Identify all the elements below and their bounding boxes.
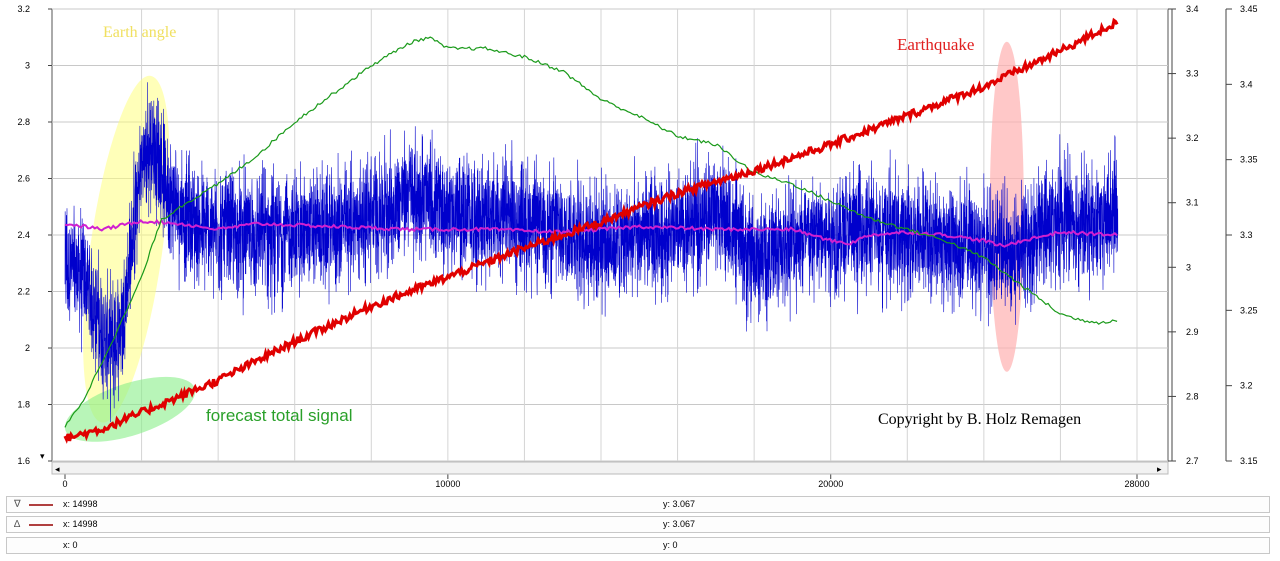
y-right1-tick-label: 3.2: [1186, 133, 1199, 143]
y-right1-tick-label: 2.9: [1186, 327, 1199, 337]
y-right1-tick-label: 2.8: [1186, 391, 1199, 401]
forecast-highlight: [64, 376, 196, 442]
y-right1-tick-label: 3.1: [1186, 198, 1199, 208]
y-right2-tick-label: 3.4: [1240, 79, 1253, 89]
cursor-line-swatch: [29, 524, 53, 526]
cursor-x-value: x: 14998: [63, 499, 98, 509]
annotation-earthquake: Earthquake: [897, 35, 974, 54]
scroll-down-arrow[interactable]: ▾: [40, 451, 45, 461]
series-line-blue-signal: [64, 82, 1119, 423]
right-axis-primary: 2.7 2.8 2.9 3 3.1 3.2 3.3 3.4: [1168, 4, 1199, 466]
left-axis: 1.6 1.8 2 2.2 2.4 2.6 2.8 3 3.2: [17, 4, 30, 466]
x-tick-label: 10000: [435, 479, 460, 489]
y-right2-tick-label: 3.25: [1240, 305, 1258, 315]
y-left-tick-label: 1.8: [17, 400, 30, 410]
y-right2-tick-label: 3.3: [1240, 230, 1253, 240]
cursor-row[interactable]: ∇ x: 14998 y: 3.067: [6, 496, 1270, 513]
cursor-line-swatch: [29, 504, 53, 506]
y-right1-tick-label: 3: [1186, 262, 1191, 272]
y-right1-tick-label: 3.4: [1186, 4, 1199, 14]
cursor-y-value: y: 3.067: [663, 519, 696, 529]
y-right2-tick-label: 3.45: [1240, 4, 1258, 14]
annotation-copyright: Copyright by B. Holz Remagen: [878, 411, 1081, 428]
cursor-marker-icon: ∇: [14, 499, 21, 510]
right-axis-secondary: 3.15 3.2 3.25 3.3 3.35 3.4 3.45: [1226, 4, 1258, 466]
y-left-tick-label: 2.6: [17, 174, 30, 184]
y-left-tick-label: 3: [25, 61, 30, 71]
y-right1-tick-label: 2.7: [1186, 456, 1199, 466]
y-left-tick-label: 1.6: [17, 456, 30, 466]
y-right2-tick-label: 3.15: [1240, 456, 1258, 466]
y-right2-tick-label: 3.35: [1240, 155, 1258, 165]
cursor-y-value: y: 3.067: [663, 499, 696, 509]
x-tick-label: 0: [62, 479, 67, 489]
series-line-magenta: [64, 218, 1118, 248]
y-right1-tick-label: 3.3: [1186, 69, 1199, 79]
scroll-right-arrow[interactable]: ▸: [1157, 464, 1162, 474]
cursor-row[interactable]: x: 0 y: 0: [6, 537, 1270, 554]
y-left-tick-label: 2: [25, 343, 30, 353]
annotation-forecast-total-signal: forecast total signal: [206, 406, 352, 425]
x-tick-label: 20000: [818, 479, 843, 489]
series-line-green: [64, 36, 1118, 428]
y-left-tick-label: 2.2: [17, 287, 30, 297]
horizontal-scrollbar[interactable]: [51, 461, 1169, 475]
y-left-tick-label: 2.8: [17, 117, 30, 127]
y-left-tick-label: 3.2: [17, 4, 30, 14]
annotation-earth-angle: Earth angle: [103, 24, 176, 41]
cursor-x-value: x: 0: [63, 540, 78, 550]
cursor-marker-icon: ∆: [14, 519, 21, 530]
cursor-y-value: y: 0: [663, 540, 678, 550]
series-line-red-trend: [63, 17, 1119, 444]
scroll-left-arrow[interactable]: ◂: [55, 464, 60, 474]
chart: 1.6 1.8 2 2.2 2.4 2.6 2.8 3 3.2 2.7 2.8 2.9 3 3.1 3.2…: [17, 4, 1258, 489]
annotations: Earth angle Earthquake forecast total sign…: [103, 24, 1081, 428]
x-tick-label: 28000: [1124, 479, 1149, 489]
y-left-tick-label: 2.4: [17, 230, 30, 240]
cursor-row[interactable]: ∆ x: 14998 y: 3.067: [6, 516, 1270, 533]
series-layer: [63, 17, 1119, 444]
y-right2-tick-label: 3.2: [1240, 381, 1253, 391]
x-axis: 0 10000 20000 28000: [62, 474, 1150, 489]
cursor-x-value: x: 14998: [63, 519, 98, 529]
